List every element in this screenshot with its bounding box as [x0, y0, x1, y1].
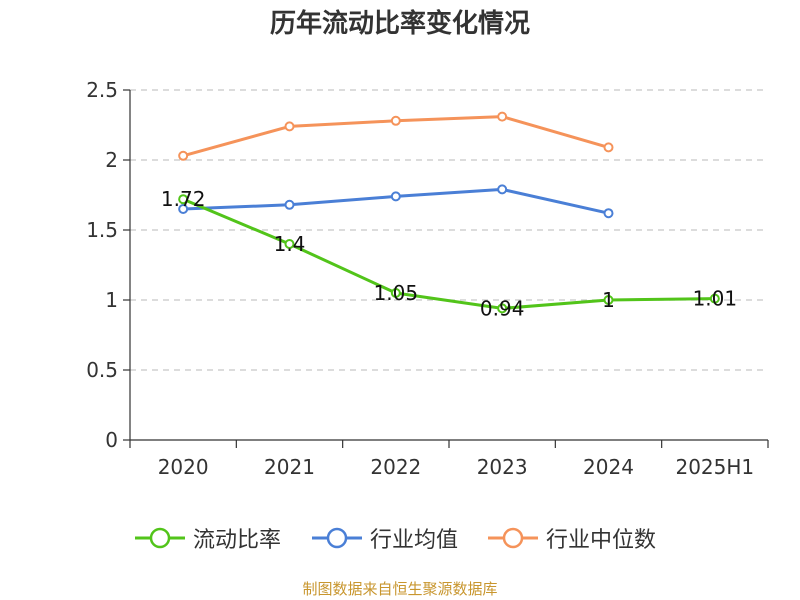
- y-tick-label: 2.5: [86, 78, 118, 102]
- legend-marker: [149, 527, 171, 549]
- chart-title: 历年流动比率变化情况: [269, 9, 530, 39]
- y-tick-label: 0.5: [86, 358, 118, 382]
- gridlines: [130, 89, 768, 371]
- data-labels: 1.72 1.4 1.05 0.94 1 1.01: [161, 187, 737, 320]
- legend-label: 流动比率: [193, 528, 282, 553]
- data-label: 1.72: [161, 187, 206, 211]
- data-point: [178, 204, 189, 214]
- x-tick-label: 2022: [370, 455, 421, 479]
- data-point: [178, 150, 189, 161]
- legend-line-circle-icon: [312, 527, 362, 549]
- x-tick-label: 2021: [264, 455, 315, 479]
- series-lines: [178, 111, 720, 314]
- data-label: 0.94: [480, 296, 525, 320]
- legend-label: 行业均值: [370, 528, 459, 553]
- data-point: [497, 303, 508, 314]
- legend-item[interactable]: 流动比率: [135, 518, 281, 558]
- data-point: [603, 142, 614, 153]
- axes: 0 0.5 1 1.5 2 2.5 2020 2021 2022 2023 2024 2025H1: [86, 78, 769, 479]
- y-tick-label: 1.5: [86, 218, 118, 242]
- data-point: [390, 115, 401, 126]
- data-point: [603, 208, 614, 219]
- legend-marker: [326, 527, 348, 549]
- data-point: [390, 191, 401, 202]
- legend-item[interactable]: 行业中位数: [488, 518, 656, 558]
- y-tick-label: 1: [105, 288, 118, 312]
- data-point: [497, 111, 508, 122]
- x-tick-label: 2025H1: [675, 455, 754, 479]
- data-point: [178, 194, 189, 205]
- data-label: 1.01: [693, 287, 738, 311]
- legend-line-circle-icon: [135, 527, 185, 549]
- data-point: [284, 239, 295, 249]
- legend-label: 行业中位数: [546, 528, 657, 553]
- x-tick-label: 2023: [477, 455, 528, 479]
- legend-item[interactable]: 行业均值: [312, 518, 458, 558]
- x-tick-label: 2020: [158, 455, 209, 479]
- series-line: [182, 197, 715, 310]
- legend-line-circle-icon: [488, 527, 538, 549]
- y-tick-label: 0: [105, 428, 118, 452]
- legend: 流动比率 行业均值 行业中位数: [0, 518, 800, 558]
- legend-marker: [502, 527, 524, 549]
- x-tick-label: 2024: [583, 455, 634, 479]
- data-point: [603, 295, 614, 305]
- data-point: [284, 199, 295, 210]
- source-note: 制图数据来自恒生聚源数据库: [302, 580, 498, 598]
- data-label: 1: [602, 288, 615, 312]
- data-label: 1.4: [274, 232, 306, 256]
- data-point: [390, 288, 401, 298]
- data-label: 1.05: [374, 281, 419, 305]
- data-point: [709, 293, 720, 304]
- y-tick-label: 2: [105, 148, 118, 172]
- data-point: [497, 184, 508, 195]
- data-point: [284, 121, 295, 132]
